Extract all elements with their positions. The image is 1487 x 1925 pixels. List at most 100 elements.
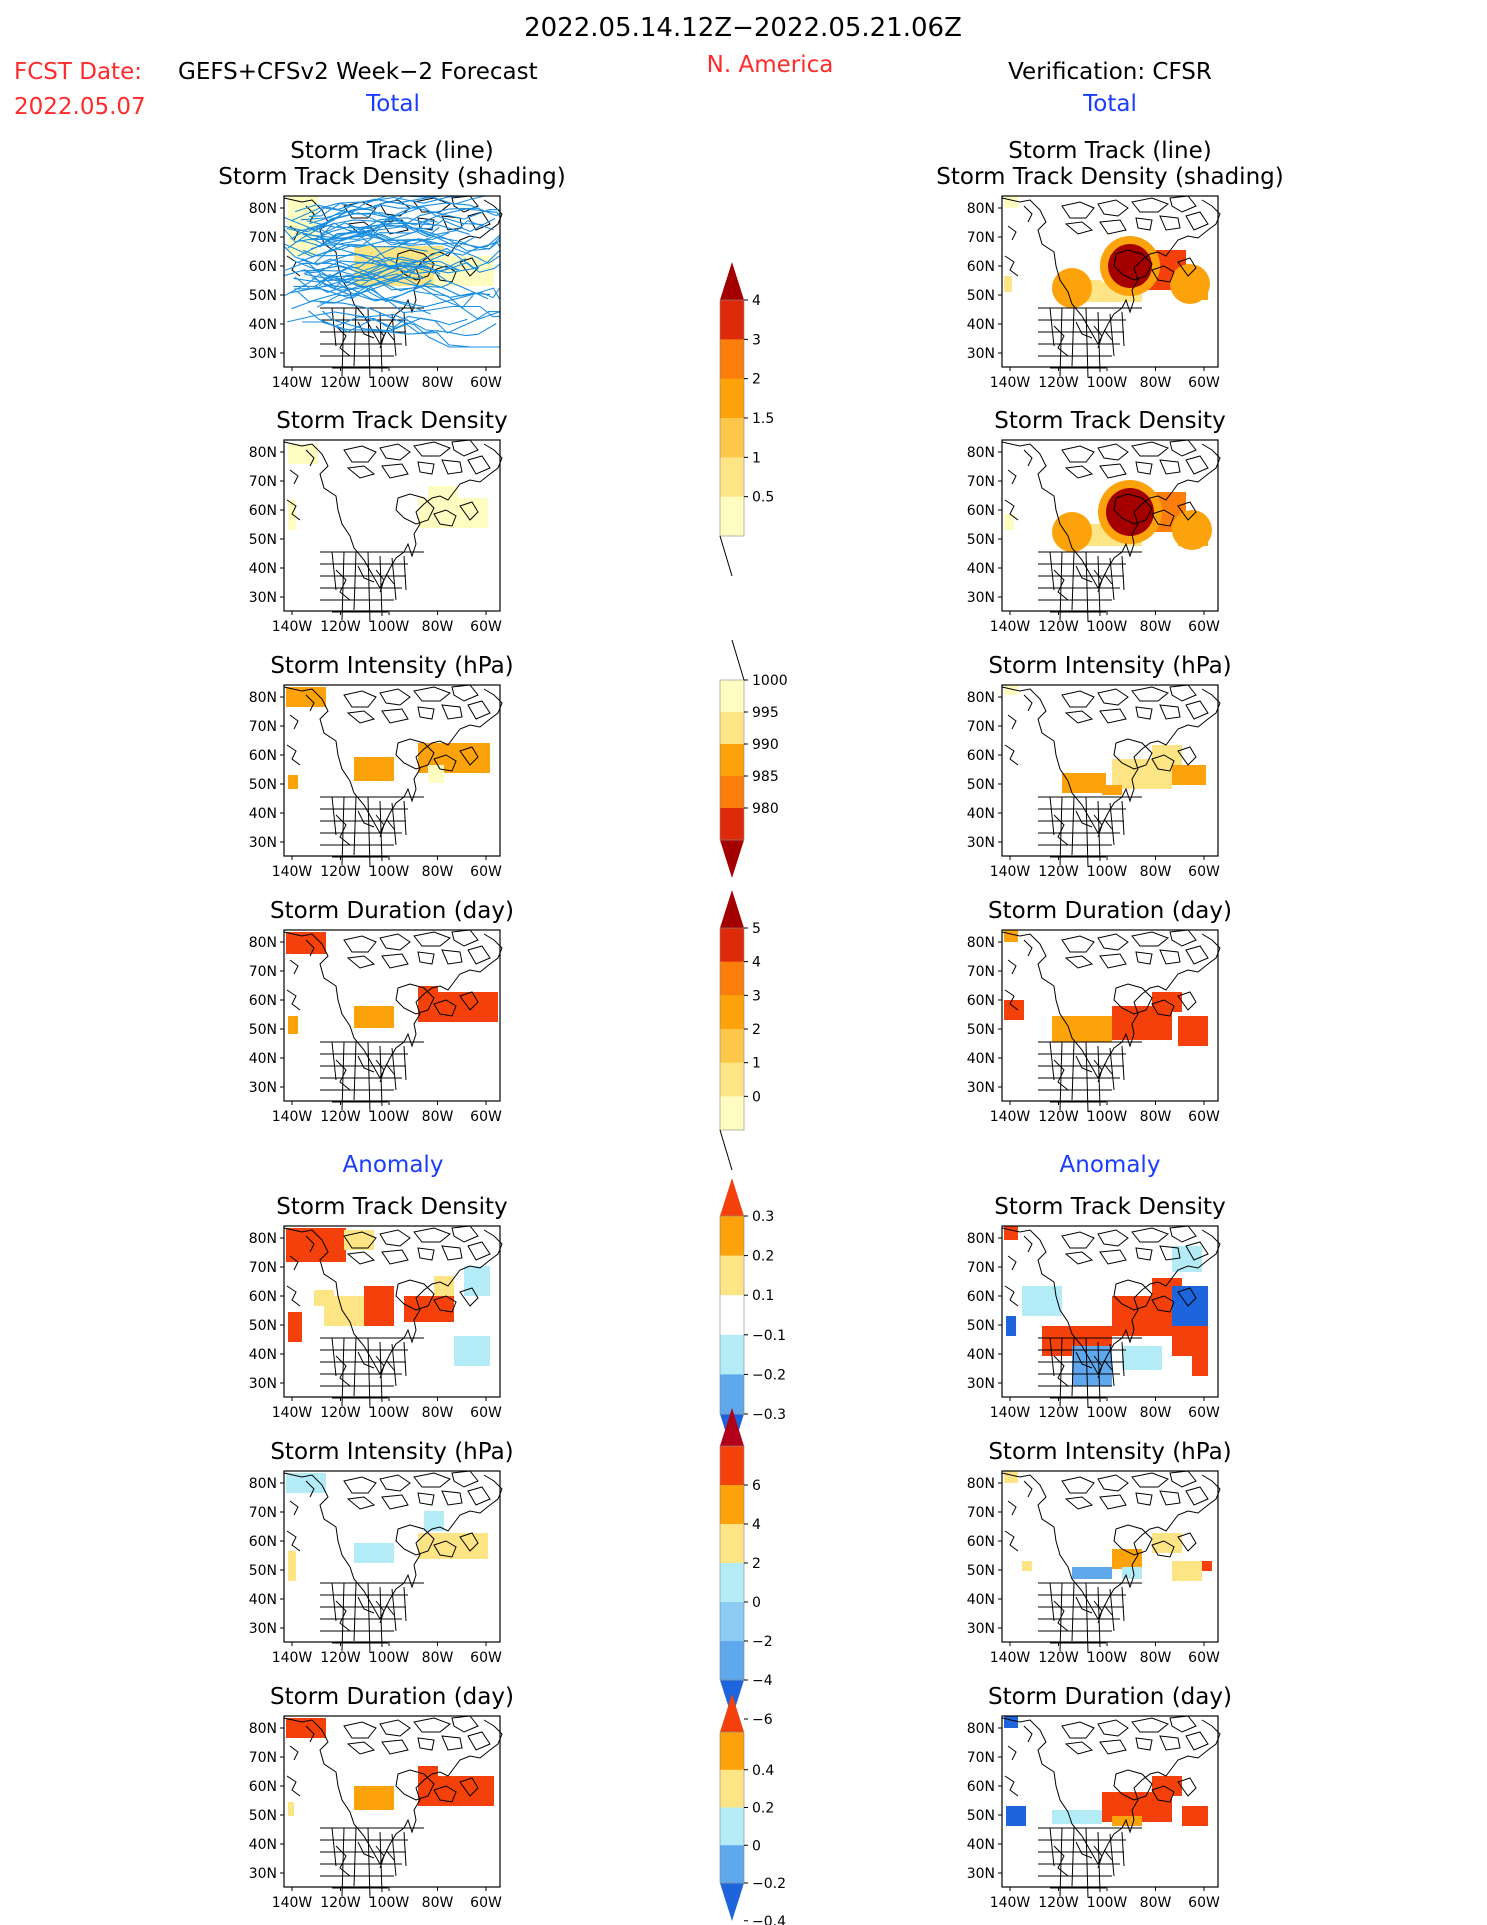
- colorbar-label: 5: [752, 921, 761, 937]
- shading-cell: [1022, 1561, 1032, 1571]
- forecast-duration-panel: Storm Duration (day) 80N 70N 60N 50N 40N 30N 14…: [249, 898, 514, 1125]
- shading-cell: [314, 1290, 334, 1306]
- shading-cell: [288, 1551, 296, 1581]
- longitude-tick-label: 80W: [1140, 619, 1172, 635]
- latitude-tick-label: 30N: [249, 590, 277, 606]
- section-anomaly-left: Anomaly: [343, 1152, 444, 1178]
- fcst-date-value: 2022.05.07: [14, 94, 146, 120]
- colorbar-segment: [720, 378, 744, 419]
- colorbar-segment: [720, 1216, 744, 1257]
- longitude-tick-label: 80W: [422, 864, 454, 880]
- latitude-tick-label: 30N: [967, 1866, 995, 1882]
- longitude-tick-label: 100W: [1087, 1405, 1128, 1421]
- latitude-tick-label: 30N: [249, 1376, 277, 1392]
- colorbar-segment: [720, 1096, 744, 1131]
- shading-cell: [1006, 1316, 1016, 1336]
- colorbar-segment: [720, 457, 744, 498]
- longitude-tick-label: 100W: [369, 1109, 410, 1125]
- colorbar-segment: [720, 744, 744, 777]
- colorbar-segment: [720, 1062, 744, 1097]
- longitude-tick-label: 60W: [1188, 1650, 1220, 1666]
- colorbar-label: 4: [752, 293, 761, 309]
- latitude-tick-label: 60N: [249, 503, 277, 519]
- map-frame: [1001, 1715, 1219, 1888]
- latitude-tick-label: 60N: [249, 1289, 277, 1305]
- forecast-intensity-panel: Storm Intensity (hPa) 80N 70N 60N 50N 40N 30N 1…: [249, 653, 514, 880]
- map-frame: [283, 929, 501, 1102]
- colorbar-label: −4: [752, 1673, 773, 1689]
- shading-cell: [1102, 785, 1122, 795]
- shading-cell: [286, 1718, 326, 1738]
- shading-cell: [354, 1543, 394, 1563]
- forecast-anomaly-intensity-panel: Storm Intensity (hPa) 80N 70N 60N 50N 40N 30N 1…: [249, 1439, 514, 1666]
- latitude-tick-label: 40N: [249, 317, 277, 333]
- latitude-tick-label: 60N: [249, 993, 277, 1009]
- longitude-tick-label: 100W: [1087, 1109, 1128, 1125]
- colorbar-segment: [720, 1295, 744, 1336]
- shading-cell: [354, 1786, 394, 1810]
- shading-cell: [428, 765, 444, 783]
- verification-anomaly-duration-panel: Storm Duration (day) 80N 70N 60N 50N 40N 30N 14…: [967, 1684, 1232, 1911]
- anomaly-duration-colorbar: 0.4 0.2 0 −0.2 −0.4: [719, 1694, 786, 1925]
- shading-cell: [1004, 196, 1018, 208]
- longitude-tick-label: 120W: [1038, 619, 1079, 635]
- shading-cell: [1004, 930, 1018, 942]
- verification-anomaly-density-panel: Storm Track Density 80N 70N 60N 50N 40N 30N 140…: [967, 1194, 1226, 1421]
- colorbar-segment: [720, 1602, 744, 1642]
- longitude-tick-label: 100W: [1087, 375, 1128, 391]
- latitude-tick-label: 70N: [249, 719, 277, 735]
- colorbar-label: 1.5: [752, 411, 774, 427]
- colorbar-segment: [720, 928, 744, 963]
- latitude-tick-label: 80N: [249, 690, 277, 706]
- colorbar-lower-arrow: [720, 840, 744, 878]
- shading-cell: [1006, 1806, 1026, 1826]
- shading-cell: [354, 1006, 394, 1028]
- colorbar-label: 3: [752, 332, 761, 348]
- shading-cell: [1072, 1567, 1112, 1579]
- colorbar-label: −0.2: [752, 1367, 786, 1383]
- shading-cell: [288, 775, 298, 789]
- latitude-tick-label: 40N: [967, 1347, 995, 1363]
- latitude-tick-label: 30N: [249, 1621, 277, 1637]
- longitude-tick-label: 60W: [470, 1109, 502, 1125]
- latitude-tick-label: 50N: [967, 288, 995, 304]
- panel-title: Storm Intensity (hPa): [270, 1439, 513, 1465]
- latitude-tick-label: 50N: [967, 1808, 995, 1824]
- colorbar-segment: [720, 712, 744, 745]
- latitude-tick-label: 80N: [249, 1721, 277, 1737]
- shading-cell: [1004, 685, 1018, 695]
- latitude-tick-label: 40N: [249, 1837, 277, 1853]
- map-background: [1002, 1471, 1218, 1642]
- longitude-tick-label: 80W: [422, 1405, 454, 1421]
- shading-cell: [1004, 1471, 1018, 1483]
- latitude-tick-label: 70N: [967, 1260, 995, 1276]
- shading-cell: [1112, 1549, 1142, 1569]
- panel-title: Storm Track Density: [276, 408, 507, 434]
- fcst-date-label: FCST Date:: [14, 59, 142, 85]
- colorbar-label: 1: [752, 1056, 761, 1072]
- shading-cell: [1172, 765, 1206, 785]
- longitude-tick-label: 60W: [1188, 1405, 1220, 1421]
- colorbar-segment: [720, 680, 744, 713]
- colorbar-label: −0.4: [752, 1914, 786, 1925]
- shading-cell: [1052, 1016, 1112, 1042]
- storm-track-line: [287, 311, 497, 337]
- latitude-tick-label: 80N: [967, 445, 995, 461]
- storm-track-line: [293, 260, 460, 283]
- colorbar-segment: [720, 1255, 744, 1296]
- latitude-tick-label: 50N: [249, 777, 277, 793]
- latitude-tick-label: 50N: [967, 777, 995, 793]
- longitude-tick-label: 140W: [990, 619, 1031, 635]
- panel-title: Storm Intensity (hPa): [988, 653, 1231, 679]
- latitude-tick-label: 60N: [967, 503, 995, 519]
- latitude-tick-label: 40N: [249, 1347, 277, 1363]
- longitude-tick-label: 60W: [1188, 864, 1220, 880]
- verification-intensity-panel: Storm Intensity (hPa) 80N 70N 60N 50N 40N 30N 1…: [967, 653, 1232, 880]
- colorbar-segment: [720, 808, 744, 841]
- colorbar-segment: [720, 300, 744, 340]
- colorbar-upper-arrow: [720, 1408, 744, 1446]
- colorbar-segment: [720, 418, 744, 458]
- storm-track-line: [314, 218, 496, 264]
- longitude-tick-label: 80W: [1140, 375, 1172, 391]
